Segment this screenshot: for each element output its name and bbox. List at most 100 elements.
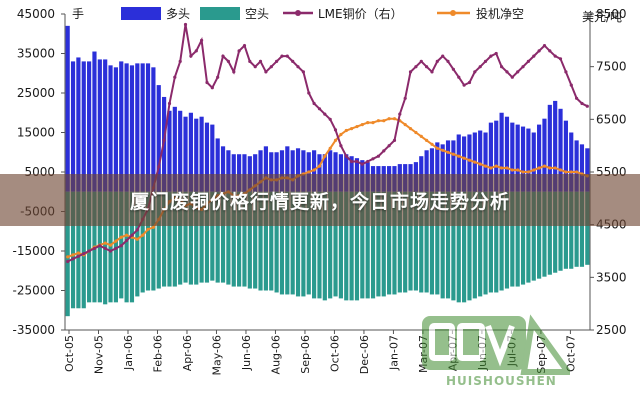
long-bar (488, 122, 493, 192)
left-tick-label: -35000 (12, 323, 55, 337)
net-short-point (505, 166, 509, 170)
net-short-point (569, 170, 573, 174)
long-bar (97, 59, 102, 192)
long-bar (247, 156, 252, 192)
short-bar (76, 191, 81, 309)
x-tick-label: Oct-07 (564, 335, 577, 372)
short-bar (183, 191, 188, 283)
lme-price-point (71, 257, 75, 261)
short-bar (483, 191, 488, 295)
lme-price-point (451, 67, 455, 71)
long-bar (253, 154, 258, 192)
short-bar (135, 191, 140, 297)
x-tick-label: Sep-06 (299, 335, 312, 374)
legend-swatch-short (200, 7, 240, 20)
lme-price-point (371, 157, 375, 161)
long-bar (537, 124, 542, 192)
short-bar (253, 191, 258, 289)
lme-price-point (521, 65, 525, 69)
long-bar (65, 25, 70, 192)
net-short-point (414, 130, 418, 135)
lme-price-point (569, 83, 573, 87)
long-bar (483, 132, 488, 192)
short-bar (392, 191, 397, 295)
short-bar (178, 191, 183, 285)
long-bar (119, 61, 124, 192)
lme-price-point (441, 54, 445, 58)
long-bar (344, 154, 349, 192)
net-short-point (446, 150, 450, 154)
x-tick-label: Aug-06 (269, 335, 282, 374)
lme-price-point (457, 75, 461, 79)
lme-price-point (210, 86, 214, 90)
lme-price-point (269, 65, 273, 69)
net-short-point (564, 170, 568, 174)
net-short-point (333, 138, 338, 142)
x-tick-label: Jan-07 (387, 335, 400, 371)
short-bar (87, 191, 92, 303)
net-short-point (350, 127, 354, 131)
net-short-point (371, 121, 375, 125)
short-bar (531, 191, 536, 281)
long-bar (295, 148, 301, 192)
lme-price-point (408, 70, 413, 74)
lme-price-point (237, 49, 241, 53)
short-bar (467, 191, 472, 301)
lme-price-point (157, 165, 161, 169)
short-bar (124, 191, 129, 303)
net-short-point (510, 168, 514, 172)
lme-price-point (494, 51, 498, 56)
long-bar (113, 67, 118, 192)
net-short-point (575, 170, 579, 174)
long-bar (349, 156, 354, 192)
short-bar (172, 191, 177, 287)
long-bar (531, 132, 536, 192)
net-short-point (457, 154, 461, 158)
short-bar (306, 191, 311, 295)
lme-price-point (103, 246, 107, 250)
long-bar (290, 150, 295, 192)
long-bar (140, 63, 145, 192)
short-bar (312, 191, 317, 299)
right-tick-label: 7500 (596, 60, 627, 74)
long-bar (574, 140, 579, 192)
left-tick-label: 25000 (17, 86, 55, 100)
net-short-point (392, 117, 397, 121)
short-bar (322, 191, 327, 301)
lme-price-point (355, 159, 359, 164)
short-bar (285, 191, 290, 295)
long-bar (553, 100, 558, 192)
lme-price-point (376, 154, 380, 158)
long-bar (328, 150, 333, 192)
short-bar (537, 191, 542, 279)
lme-price-point (323, 112, 327, 116)
lme-price-point (258, 59, 263, 64)
lme-price-point (178, 59, 182, 64)
short-bar (504, 191, 510, 289)
short-bar (258, 191, 263, 291)
short-bar (226, 191, 231, 285)
short-bar (520, 191, 526, 285)
short-bar (220, 191, 226, 283)
lme-price-point (167, 101, 172, 106)
short-bar (510, 191, 515, 287)
net-short-point (553, 166, 557, 170)
long-bar (451, 140, 456, 192)
banner-title: 厦门废铜价格行情更新，今日市场走势分析 (129, 190, 510, 213)
lme-price-point (425, 65, 429, 69)
net-short-point (521, 170, 525, 174)
lme-price-point (473, 70, 477, 74)
short-bar (263, 191, 268, 291)
short-bar (338, 191, 343, 299)
lme-price-point (542, 44, 547, 48)
short-bar (488, 191, 493, 293)
lme-price-point (392, 138, 397, 142)
legend: 多头 空头 LME铜价（右） 投机净空 (121, 6, 524, 21)
x-tick-label: Jan-06 (122, 335, 135, 371)
lme-price-point (360, 162, 364, 166)
x-tick-label: Feb-06 (151, 335, 164, 372)
net-short-point (71, 253, 75, 257)
short-bar (499, 191, 504, 291)
long-bar (210, 124, 215, 192)
long-bar (220, 146, 226, 192)
